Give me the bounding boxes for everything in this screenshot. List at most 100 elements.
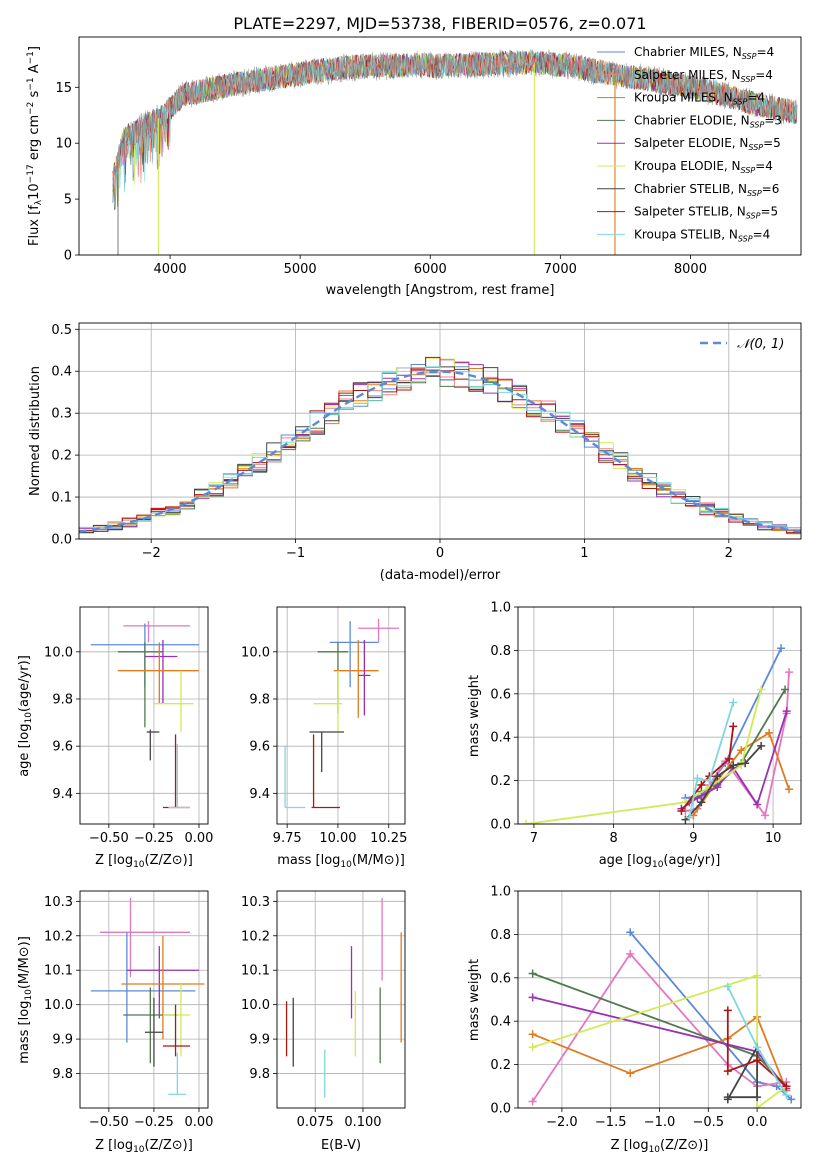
weight-marker (626, 928, 635, 937)
weight-marker (777, 644, 786, 653)
weight-marker (757, 741, 766, 750)
legend-entry: Salpeter MILES, NSSP=4 (634, 68, 773, 84)
spectrum-line (112, 50, 797, 197)
y-tick-label: 0.0 (51, 533, 72, 548)
weight-marker (729, 722, 738, 731)
y-tick-label: 10.2 (241, 929, 270, 944)
weight-marker (782, 1090, 791, 1099)
mass-vs-metallicity-panel: −0.50 −0.25 0.00 9.8 9.9 10.0 10.1 10.2 10.3 Z [l… (17, 890, 213, 1155)
figure-title: PLATE=2297, MJD=53738, FIBERID=0576, z=0… (233, 14, 646, 33)
legend-entry: Kroupa ELODIE, NSSP=4 (634, 159, 773, 175)
x-axis-label: Z [log10(Z/Z⊙)] (95, 1138, 193, 1155)
x-axis-label: wavelength [Angstrom, rest frame] (326, 283, 555, 298)
x-tick-label: 0.0 (747, 1115, 768, 1130)
axes-frame (79, 606, 209, 825)
y-tick-label: 10.3 (44, 895, 73, 910)
weight-marker (785, 785, 794, 794)
weight-marker (723, 1095, 732, 1104)
weight-marker (725, 754, 734, 763)
x-tick-label: 10.00 (319, 831, 356, 846)
weight-marker (528, 1043, 537, 1052)
axes-frame (276, 890, 406, 1109)
y-axis-label: Flux [fλ10−17 erg cm−2 s−1 A−1] (26, 46, 44, 246)
x-tick-label: −2 (142, 546, 161, 561)
weight-marker (626, 1069, 635, 1078)
weight-line (525, 689, 762, 824)
y-tick-label: 9.4 (249, 787, 270, 802)
x-tick-label: 7 (530, 831, 538, 846)
y-tick-label: 9.9 (52, 1033, 73, 1048)
y-tick-label: 0.4 (51, 365, 72, 380)
weight-marker (697, 798, 706, 807)
x-tick-label: 0.075 (297, 1115, 334, 1130)
y-tick-label: 1.0 (490, 601, 511, 616)
x-tick-label: −1 (286, 546, 305, 561)
weight-marker (787, 1095, 796, 1104)
legend-entry: Kroupa MILES, NSSP=4 (634, 91, 765, 107)
y-tick-label: 0.2 (490, 1058, 511, 1073)
legend-entry: Chabrier ELODIE, NSSP=3 (634, 113, 782, 129)
x-tick-label: 6000 (414, 262, 447, 277)
x-tick-label: 9 (689, 831, 697, 846)
plot-area (90, 897, 205, 1095)
residuals-panel: −2 −1 0 1 2 0.0 0.1 0.2 0.3 0.4 0.5 𝒩(0, 1) (data-mo… (28, 322, 802, 583)
x-tick-label: 8 (610, 831, 618, 846)
y-tick-label: 0.8 (490, 928, 511, 943)
x-tick-label: 0.100 (344, 1115, 381, 1130)
x-tick-label: −0.50 (89, 1115, 129, 1130)
y-tick-label: 0.2 (51, 449, 72, 464)
x-axis-label: mass [log10(M/M⊙)] (277, 853, 405, 870)
weight-marker (753, 1104, 762, 1108)
x-tick-label: −0.25 (134, 1115, 174, 1130)
y-tick-label: 5 (64, 193, 72, 208)
histogram-step (79, 356, 801, 534)
x-tick-label: −2.0 (546, 1115, 578, 1130)
weight-line (688, 702, 735, 818)
y-tick-label: 10.3 (241, 895, 270, 910)
weight-marker (705, 776, 714, 785)
weight-marker (753, 1093, 762, 1102)
y-axis-label: mass weight (467, 959, 482, 1041)
y-tick-label: 9.6 (52, 740, 73, 755)
y-axis-label: age [log10(age/yr)] (17, 655, 34, 777)
weight-marker (521, 820, 530, 824)
weight-marker (757, 685, 766, 694)
axes-frame (79, 890, 209, 1109)
y-tick-label: 10.0 (44, 998, 73, 1013)
weight-marker (723, 1006, 732, 1015)
weight-line (680, 710, 788, 810)
weight-marker (753, 971, 762, 980)
legend-entry: Salpeter ELODIE, NSSP=5 (634, 136, 781, 152)
x-tick-label: 0.00 (185, 831, 214, 846)
weight-marker (765, 728, 774, 737)
x-tick-label: 8000 (674, 262, 707, 277)
y-tick-label: 10.1 (241, 964, 270, 979)
axes-frame (276, 606, 406, 825)
x-tick-label: 2 (725, 546, 733, 561)
weight-marker (677, 806, 686, 815)
weight-marker (528, 993, 537, 1002)
y-tick-label: 0.3 (51, 407, 72, 422)
y-tick-label: 9.8 (249, 1067, 270, 1082)
x-tick-label: 1 (580, 546, 588, 561)
x-axis-label: E(B-V) (321, 1138, 361, 1153)
y-tick-label: 0.4 (490, 1015, 511, 1030)
legend-entry: Chabrier STELIB, NSSP=6 (634, 182, 779, 198)
x-tick-label: −0.50 (89, 831, 129, 846)
histogram-step (79, 366, 801, 530)
y-tick-label: 9.8 (52, 692, 73, 707)
weight-marker (753, 800, 762, 809)
axes-frame (78, 322, 802, 540)
plot-area (521, 644, 794, 824)
weight-marker (782, 1082, 791, 1091)
weight-marker (528, 1030, 537, 1039)
y-tick-label: 10.0 (241, 998, 270, 1013)
mass-vs-extinction-panel: 0.075 0.100 9.8 9.9 10.0 10.1 10.2 10.3 E(B-V) (241, 890, 406, 1153)
weight-marker (782, 707, 791, 716)
y-tick-label: 15 (55, 81, 72, 96)
spectrum-data-line (112, 49, 798, 188)
x-tick-label: 0 (436, 546, 444, 561)
y-tick-label: 9.8 (249, 692, 270, 707)
weight-line (532, 974, 787, 1108)
